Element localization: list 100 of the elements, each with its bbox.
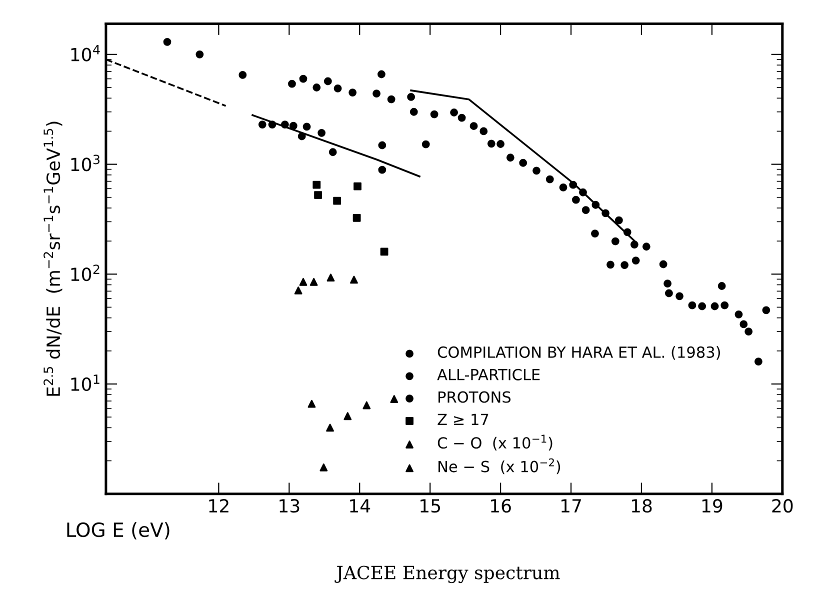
point — [450, 108, 458, 116]
point — [422, 140, 430, 148]
point — [378, 70, 386, 78]
point — [762, 306, 770, 314]
point — [592, 200, 600, 209]
point — [350, 276, 358, 284]
point — [632, 256, 640, 264]
point — [664, 280, 672, 288]
x-tick-label: 15 — [420, 499, 440, 513]
point — [312, 180, 321, 189]
x-tick-label: 12 — [209, 499, 228, 512]
point — [362, 401, 371, 410]
point — [676, 292, 684, 300]
point — [288, 80, 296, 88]
point — [294, 286, 302, 294]
point — [559, 184, 568, 192]
point — [258, 120, 266, 128]
point — [659, 260, 668, 268]
point — [407, 93, 416, 101]
point — [378, 141, 386, 150]
point — [665, 289, 673, 298]
point — [299, 278, 308, 286]
point — [519, 158, 528, 167]
point — [602, 209, 610, 218]
point — [579, 188, 587, 196]
point — [410, 108, 418, 116]
point — [572, 196, 580, 204]
point — [740, 320, 748, 328]
point — [470, 122, 478, 130]
point — [720, 301, 729, 310]
point — [688, 301, 696, 310]
text: E$^{2.5}$ dN/dE (m$^{−2}$sr$^{−1}$s$^{−1}$GeV$^{1.5}$) — [44, 122, 62, 396]
point — [623, 228, 632, 236]
point — [734, 310, 743, 318]
legend-label: PROTONS — [438, 391, 511, 403]
point — [378, 166, 386, 174]
point — [354, 182, 362, 190]
point — [532, 166, 540, 175]
point — [480, 127, 488, 136]
point — [312, 84, 321, 92]
legend-label: ALL-PARTICLE — [437, 368, 540, 380]
point — [328, 148, 337, 156]
y-tick-label: 10$^{4}$ — [71, 45, 100, 62]
x-tick-label: 20 — [772, 499, 793, 513]
point — [308, 400, 316, 408]
y-tick-label: 10$^{1}$ — [71, 374, 100, 391]
x-tick-label: 19 — [702, 499, 722, 513]
point — [289, 122, 298, 130]
point — [344, 412, 352, 420]
point — [310, 278, 318, 286]
point — [298, 132, 306, 140]
point — [280, 120, 289, 128]
point — [324, 77, 332, 86]
legend-label: Z ≥ 17 — [438, 414, 488, 426]
point — [630, 240, 638, 248]
point — [299, 74, 308, 83]
point — [620, 261, 629, 269]
point — [606, 260, 614, 269]
point — [390, 395, 398, 403]
point — [380, 248, 388, 256]
x-tick-label: 14 — [350, 499, 370, 512]
text: JACEE Energy spectrum — [334, 566, 560, 584]
point — [387, 95, 396, 104]
point — [320, 463, 328, 472]
point — [314, 191, 322, 199]
x-axis-title: LOG E (eV) — [67, 522, 170, 540]
point — [334, 84, 342, 92]
x-tick-label: 18 — [632, 499, 652, 513]
point — [642, 242, 650, 251]
point — [318, 128, 326, 137]
point — [744, 328, 753, 336]
x-tick-label: 16 — [491, 499, 511, 513]
point — [506, 154, 514, 162]
point — [196, 50, 204, 58]
y-tick-label: 10$^{3}$ — [71, 154, 100, 172]
point — [333, 196, 342, 205]
point — [268, 120, 276, 128]
point — [326, 274, 335, 282]
legend-label: Ne − S (x 10$^{−2}$) — [438, 458, 560, 474]
x-tick-label: 17 — [562, 499, 581, 512]
y-tick-label: 10$^{2}$ — [71, 264, 100, 282]
point — [458, 114, 466, 122]
legend-label: C − O (x 10$^{−1}$) — [438, 434, 552, 450]
point — [710, 302, 719, 310]
point — [372, 90, 380, 98]
point — [430, 110, 438, 118]
point — [326, 424, 334, 432]
point — [302, 122, 311, 131]
point — [754, 358, 762, 366]
point — [163, 38, 172, 46]
point — [348, 88, 357, 96]
legend-label: COMPILATION BY HARA ET AL. (1983) — [438, 346, 720, 360]
point — [546, 175, 554, 184]
point — [614, 216, 623, 224]
x-tick-label: 13 — [280, 499, 300, 513]
point — [582, 206, 590, 214]
point — [569, 180, 578, 189]
point — [591, 230, 599, 238]
point — [496, 140, 504, 148]
point — [487, 140, 496, 148]
